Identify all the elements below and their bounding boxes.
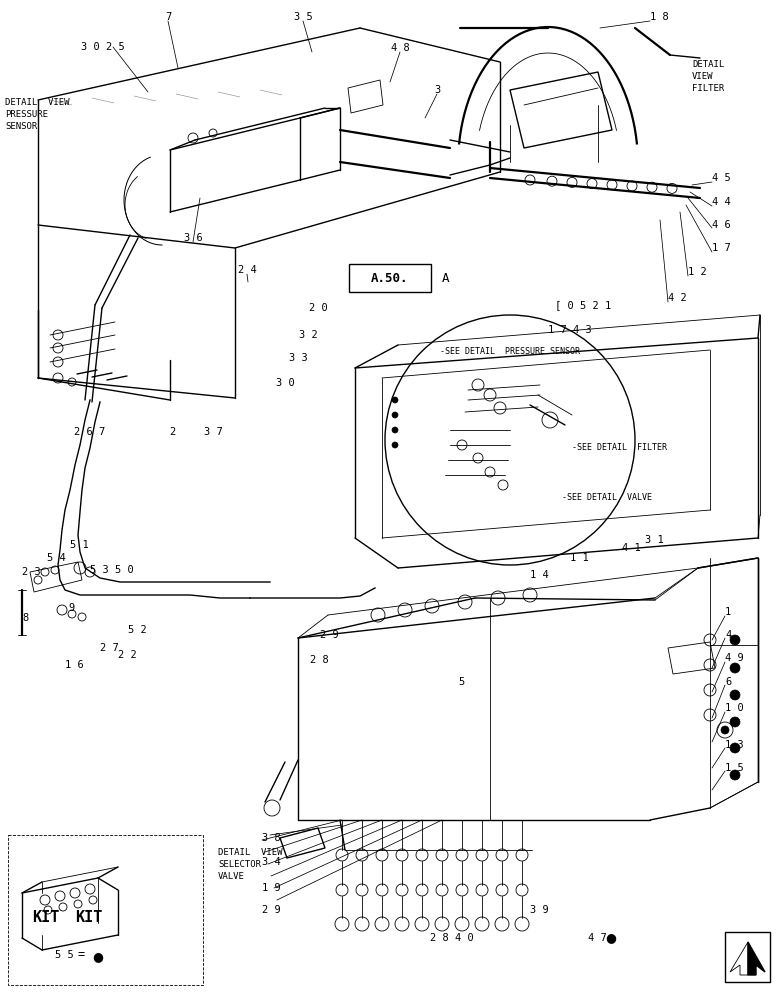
Text: 2 9: 2 9 (262, 905, 281, 915)
Circle shape (730, 635, 740, 645)
Text: 3 9: 3 9 (530, 905, 549, 915)
Text: KIT: KIT (75, 910, 103, 926)
Text: 4 6: 4 6 (712, 220, 731, 230)
Text: 1 7 4 3: 1 7 4 3 (548, 325, 592, 335)
Text: 1 1: 1 1 (570, 553, 589, 563)
Text: 4: 4 (725, 630, 731, 640)
Circle shape (721, 726, 729, 734)
Text: DETAIL  VIEW
PRESSURE
SENSOR: DETAIL VIEW PRESSURE SENSOR (5, 98, 70, 131)
Text: 4 9: 4 9 (725, 653, 744, 663)
Text: 1 4: 1 4 (530, 570, 549, 580)
Text: 1: 1 (725, 607, 731, 617)
Text: 3 5: 3 5 (294, 12, 312, 22)
Text: DETAIL
VIEW
FILTER: DETAIL VIEW FILTER (692, 60, 724, 93)
Circle shape (730, 770, 740, 780)
Text: 3 4: 3 4 (262, 857, 281, 867)
Text: 3 1: 3 1 (645, 535, 664, 545)
Text: 3 7: 3 7 (204, 427, 223, 437)
Text: 5 5: 5 5 (55, 950, 74, 960)
Text: 5 1: 5 1 (70, 540, 89, 550)
Text: 9: 9 (68, 603, 74, 613)
Text: 4 7: 4 7 (588, 933, 607, 943)
Text: 2 7: 2 7 (100, 643, 118, 653)
Text: ●: ● (605, 932, 616, 944)
Text: A.50.: A.50. (372, 271, 408, 284)
Circle shape (392, 397, 398, 403)
Text: 2 9: 2 9 (320, 630, 339, 640)
Text: 4 5: 4 5 (712, 173, 731, 183)
Text: 1 3: 1 3 (725, 740, 744, 750)
Text: ●: ● (92, 950, 103, 964)
Circle shape (730, 690, 740, 700)
Text: 1 2: 1 2 (688, 267, 706, 277)
Text: 5 2: 5 2 (128, 625, 147, 635)
Text: 1 6: 1 6 (65, 660, 84, 670)
Text: 4 2: 4 2 (668, 293, 687, 303)
Text: -SEE DETAIL  VALVE: -SEE DETAIL VALVE (562, 493, 652, 502)
Circle shape (730, 743, 740, 753)
Text: 3: 3 (434, 85, 440, 95)
Text: 1 0: 1 0 (725, 703, 744, 713)
Text: [ 0 5 2 1: [ 0 5 2 1 (555, 300, 612, 310)
Text: 2 0: 2 0 (309, 303, 328, 313)
Text: 2 4: 2 4 (238, 265, 256, 275)
Text: 7: 7 (165, 12, 171, 22)
Text: 2 6 7: 2 6 7 (74, 427, 106, 437)
Text: 1 9: 1 9 (262, 883, 281, 893)
Text: -SEE DETAIL  FILTER: -SEE DETAIL FILTER (572, 444, 667, 452)
Text: 8: 8 (22, 613, 28, 623)
Text: 2 8 4 0: 2 8 4 0 (430, 933, 474, 943)
Circle shape (730, 663, 740, 673)
Text: DETAIL  VIEW
SELECTOR
VALVE: DETAIL VIEW SELECTOR VALVE (218, 848, 282, 881)
Text: 5 4: 5 4 (47, 553, 66, 563)
Text: 3 0 2 5: 3 0 2 5 (81, 42, 125, 52)
Polygon shape (748, 942, 765, 975)
Text: 4 4: 4 4 (712, 197, 731, 207)
Text: 4 8: 4 8 (390, 43, 409, 53)
Circle shape (392, 427, 398, 433)
Circle shape (730, 717, 740, 727)
Text: 3 6: 3 6 (183, 233, 202, 243)
Circle shape (392, 442, 398, 448)
Text: 2 2: 2 2 (118, 650, 136, 660)
FancyBboxPatch shape (8, 835, 203, 985)
Text: 5 3 5 0: 5 3 5 0 (90, 565, 134, 575)
Text: 4 1: 4 1 (622, 543, 641, 553)
Text: 1 7: 1 7 (712, 243, 731, 253)
Text: 2: 2 (169, 427, 175, 437)
Text: 3 2: 3 2 (299, 330, 318, 340)
Text: 6: 6 (725, 677, 731, 687)
Text: =: = (78, 948, 85, 962)
Text: 5: 5 (458, 677, 464, 687)
Text: -SEE DETAIL  PRESSURE SENSOR: -SEE DETAIL PRESSURE SENSOR (440, 348, 580, 357)
Text: 3 8: 3 8 (262, 833, 281, 843)
Text: A: A (442, 271, 449, 284)
Text: 1 8: 1 8 (650, 12, 669, 22)
Text: 3 0: 3 0 (276, 378, 294, 388)
Text: 2 3: 2 3 (22, 567, 41, 577)
Text: KIT: KIT (32, 910, 60, 926)
Circle shape (392, 412, 398, 418)
Text: 3 3: 3 3 (289, 353, 307, 363)
FancyBboxPatch shape (349, 264, 431, 292)
Text: 1 5: 1 5 (725, 763, 744, 773)
Text: 2 8: 2 8 (310, 655, 328, 665)
